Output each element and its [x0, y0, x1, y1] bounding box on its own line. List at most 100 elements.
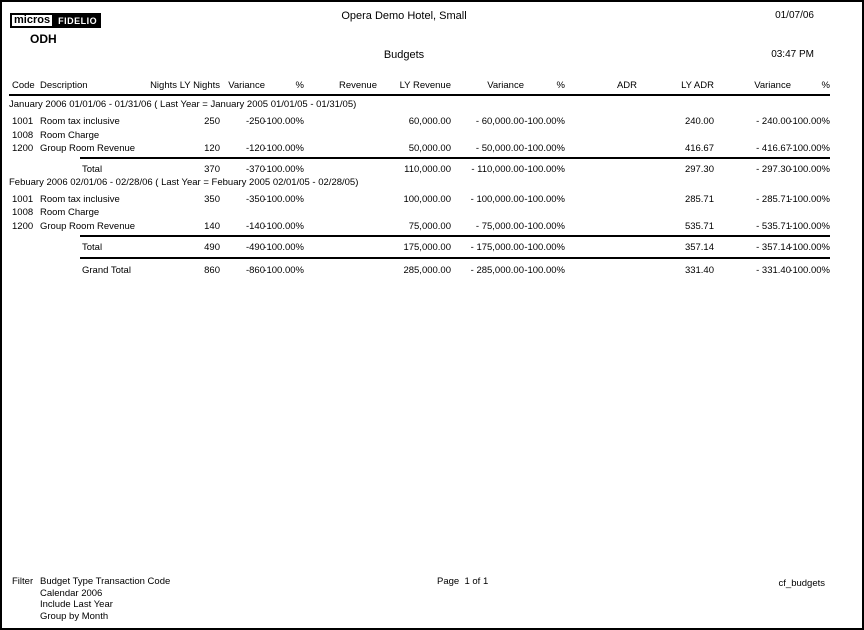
fidelio-logo-text: FIDELIO [54, 13, 102, 28]
cell-ly_adr [637, 129, 714, 143]
column-header-code: Code [12, 80, 35, 91]
cell-adr [565, 264, 637, 278]
cell-nights_pct: -100.00% [263, 241, 304, 253]
budget-row: 1008 Room Charge [12, 129, 830, 143]
cell-revenue [304, 193, 377, 207]
cell-description: Room tax inclusive [40, 116, 120, 127]
cell-ly_adr: 331.40 [684, 264, 714, 276]
cell-revenue [304, 220, 377, 234]
cell-rev_pct: -100.00% [524, 220, 565, 232]
cell-adr_variance: - 331.40 [756, 264, 791, 276]
cell-adr [565, 241, 637, 255]
cell-adr [565, 115, 637, 129]
cell-description: Group Room Revenue [40, 220, 136, 232]
column-header-nights_pct: % [295, 80, 304, 91]
cell-revenue [304, 115, 377, 129]
cell-adr_variance: - 297.30 [756, 163, 791, 175]
cell-adr [565, 193, 637, 207]
report-title: Budgets [383, 49, 425, 61]
cell-code [12, 163, 40, 177]
cell-ly_revenue: 285,000.00 [403, 264, 451, 276]
hotel-code: ODH [30, 32, 57, 46]
cell-adr_pct: -100.00% [789, 220, 830, 232]
cell-nights [147, 220, 177, 234]
total-row: Total 370 -370 -100.00% 110,000.00- 110,000.… [12, 159, 830, 177]
cell-ly_revenue [377, 129, 451, 143]
cell-nights_pct: -100.00% [263, 220, 304, 232]
budget-row: 1200 Group Room Revenue 140 -140 -100.00% 75,… [12, 220, 830, 234]
cell-ly_revenue: 175,000.00 [403, 241, 451, 253]
filter-line: Group by Month [40, 611, 109, 623]
cell-adr [565, 206, 637, 220]
column-header-rev_pct: % [556, 80, 565, 91]
cell-code: 1200 [12, 220, 34, 232]
cell-nights_variance [220, 129, 265, 143]
cell-description: Grand Total [82, 264, 131, 276]
cell-code: 1200 [12, 143, 34, 155]
cell-ly_adr: 297.30 [684, 163, 714, 175]
cell-adr_variance: - 535.71 [756, 220, 791, 232]
cell-ly_adr: 285.71 [684, 193, 714, 205]
cell-rev_pct: -100.00% [524, 143, 565, 155]
cell-ly_revenue: 100,000.00 [403, 193, 451, 205]
filter-line: Calendar 2006 [40, 587, 103, 599]
cell-nights [147, 206, 177, 220]
cell-adr_variance [714, 129, 791, 143]
cell-nights_pct: -100.00% [263, 143, 304, 155]
cell-adr [565, 163, 637, 177]
cell-ly_nights: 490 [204, 241, 220, 253]
cell-ly_adr: 416.67 [684, 143, 714, 155]
column-header-description: Description [40, 80, 88, 91]
cell-adr [565, 129, 637, 143]
cell-rev_pct: -100.00% [524, 163, 565, 175]
cell-revenue [304, 163, 377, 177]
cell-adr [565, 142, 637, 156]
cell-nights_variance [220, 206, 265, 220]
cell-nights_variance: -490 [245, 241, 265, 253]
grand-total-row: Grand Total 860 -860 -100.00% 285,000.00- 28… [12, 259, 830, 278]
cell-nights_pct [265, 206, 304, 220]
cell-description: Room Charge [40, 207, 100, 219]
cell-nights_pct [265, 129, 304, 143]
column-header-ly_nights: LY Nights [179, 80, 220, 91]
cell-ly_revenue: 75,000.00 [408, 220, 451, 232]
cell-adr_pct: -100.00% [789, 116, 830, 127]
cell-rev_pct: -100.00% [524, 116, 565, 127]
filter-lines: Budget Type Transaction Code Calendar 20… [40, 576, 170, 623]
cell-ly_nights: 120 [204, 143, 220, 155]
cell-code [12, 241, 40, 255]
grand-total-rule [80, 256, 830, 259]
budget-row: 1008 Room Charge [12, 206, 830, 220]
cell-ly_nights: 250 [204, 116, 220, 127]
cell-rev_pct: -100.00% [524, 264, 565, 276]
cell-ly_revenue: 50,000.00 [408, 143, 451, 155]
column-header-ly_revenue: LY Revenue [399, 80, 451, 91]
cell-ly_adr: 357.14 [684, 241, 714, 253]
column-header-revenue: Revenue [338, 80, 377, 91]
hotel-title: Opera Demo Hotel, Small [341, 10, 467, 22]
cell-code: 1001 [12, 193, 34, 205]
cell-rev_pct: -100.00% [524, 241, 565, 253]
cell-adr_pct: -100.00% [789, 193, 830, 205]
cell-code [12, 264, 40, 278]
cell-nights_pct: -100.00% [263, 163, 304, 175]
cell-adr_pct: -100.00% [789, 241, 830, 253]
table-header-row: Code Description Nights LY Nights Variance% R… [9, 80, 830, 96]
cell-ly_adr: 240.00 [684, 116, 714, 127]
budget-row: 1001 Room tax inclusive 250 -250 -100.00% 60,… [12, 115, 830, 129]
cell-nights [147, 142, 177, 156]
cell-ly_revenue: 60,000.00 [408, 116, 451, 127]
cell-rev_variance [451, 129, 524, 143]
cell-rev_pct [524, 129, 565, 143]
cell-nights_pct: -100.00% [263, 264, 304, 276]
column-header-nights_variance: Variance [228, 80, 265, 91]
cell-rev_variance: - 175,000.00 [470, 241, 524, 253]
cell-ly_nights: 140 [204, 220, 220, 232]
micros-fidelio-logo: micros FIDELIO [10, 13, 102, 28]
cell-adr_variance: - 285.71 [756, 193, 791, 205]
report-id: cf_budgets [778, 578, 825, 589]
cell-revenue [304, 129, 377, 143]
total-row: Total 490 -490 -100.00% 175,000.00- 175,000.… [12, 237, 830, 255]
report-date: 01/07/06 [775, 10, 814, 21]
cell-nights_variance: -860 [245, 264, 265, 276]
